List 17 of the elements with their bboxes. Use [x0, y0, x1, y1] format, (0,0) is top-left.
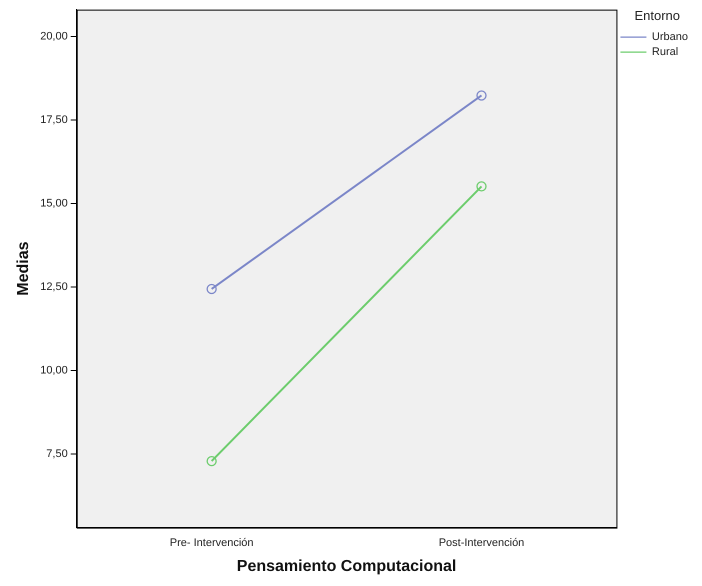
x-tick-label: Pre- Intervención [170, 537, 254, 550]
point [206, 284, 217, 294]
point [476, 181, 487, 192]
point [476, 90, 487, 101]
legend-title: Entorno [634, 8, 680, 24]
y-tick-label: 7,50 [46, 448, 68, 460]
legend-label: Rural [652, 46, 678, 58]
y-axis-title: Medias [15, 241, 32, 296]
y-tick-label: 12,50 [40, 281, 68, 294]
y-tick-label: 10,00 [40, 364, 68, 377]
point [206, 456, 217, 466]
x-tick-label: Post-Intervención [438, 537, 524, 550]
legend-label: Urbano [652, 31, 688, 44]
y-tick-label: 17,50 [40, 114, 68, 126]
y-tick-label: 15,00 [40, 197, 68, 210]
y-tick-label: 20,00 [40, 30, 68, 42]
x-axis-title: Pensamiento Computacional [236, 558, 456, 575]
